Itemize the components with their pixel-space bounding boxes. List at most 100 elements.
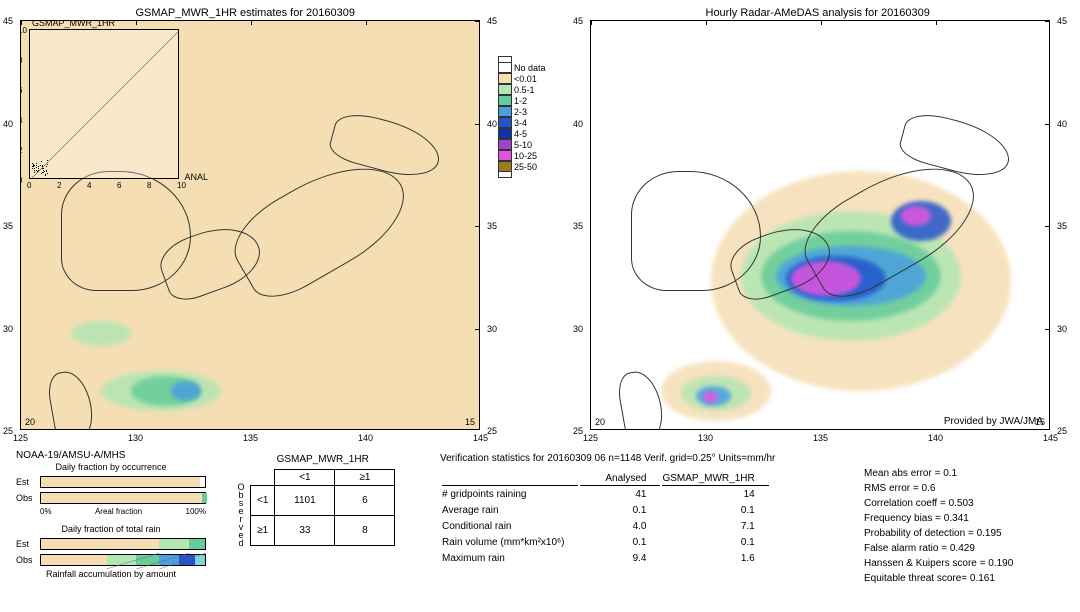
total-est-bar [40, 538, 206, 550]
corner-lat-l: 20 [595, 417, 605, 427]
occurrence-obs-bar [40, 492, 206, 504]
legend-swatch [498, 73, 512, 84]
inset-anal-label: ANAL [184, 172, 208, 182]
legend-swatch [498, 161, 512, 172]
xlabel: 145 [1043, 433, 1058, 443]
legend-item: 5-10 [498, 139, 546, 150]
ylabel: 45 [573, 16, 583, 26]
right-map-panel: Hourly Radar-AMeDAS analysis for 2016030… [590, 20, 1050, 430]
stat-line: Probability of detection = 0.195 [864, 526, 1013, 541]
xlabel: 125 [583, 433, 598, 443]
legend-item: 3-4 [498, 117, 546, 128]
legend-bottom-cap [498, 172, 512, 178]
ylabel-r: 45 [1057, 16, 1067, 26]
contingency-title: GSMAP_MWR_1HR [250, 454, 395, 465]
left-map-area: 20 15 GSMAP_MWR_1HR02468100246810ANAL [21, 21, 479, 429]
coastline [615, 368, 667, 429]
ylabel: 25 [3, 426, 13, 436]
occurrence-est-fill [41, 477, 200, 487]
ylabel: 25 [573, 426, 583, 436]
scale-label: Areal fraction [95, 507, 142, 516]
left-map-panel: GSMAP_MWR_1HR estimates for 20160309 06 … [20, 20, 480, 430]
legend-item: 1-2 [498, 95, 546, 106]
ylabel: 35 [3, 221, 13, 231]
verif-row: # gridpoints raining4114 [442, 488, 769, 502]
bars-section: Daily fraction by occurrence Est Obs 0% … [16, 462, 206, 582]
legend-item: 2-3 [498, 106, 546, 117]
scatter-inset: GSMAP_MWR_1HR02468100246810ANAL [29, 29, 179, 179]
legend-swatch [498, 84, 512, 95]
ylabel: 45 [3, 16, 13, 26]
stat-line: RMS error = 0.6 [864, 481, 1013, 496]
corner-lat-r: 15 [465, 417, 475, 427]
rain-blob [171, 381, 201, 401]
verif-col-analysed: Analysed [580, 472, 660, 486]
ylabel: 40 [3, 119, 13, 129]
cont-cell-a: 1101 [275, 486, 335, 516]
rain-blob [71, 321, 131, 346]
legend-label: 1-2 [514, 96, 527, 106]
verification-section: Verification statistics for 20160309 06 … [440, 453, 775, 568]
total-rain-title: Daily fraction of total rain [16, 524, 206, 534]
cont-col-ge: ≥1 [335, 470, 395, 486]
legend-item: <0.01 [498, 73, 546, 84]
ylabel-r: 35 [1057, 221, 1067, 231]
ylabel-r: 25 [1057, 426, 1067, 436]
xlabel: 140 [928, 433, 943, 443]
legend-swatch [498, 128, 512, 139]
scale-0: 0% [40, 507, 52, 516]
total-rain-footer: Rainfall accumulation by amount [16, 569, 206, 579]
legend-swatch [498, 62, 512, 73]
xlabel: 135 [813, 433, 828, 443]
est-label: Est [16, 477, 40, 487]
legend-label: 25-50 [514, 162, 537, 172]
cont-cell-d: 8 [335, 516, 395, 546]
legend-swatch [498, 139, 512, 150]
observed-axis-label: Observed [236, 482, 246, 546]
legend-label: 4-5 [514, 129, 527, 139]
legend-swatch [498, 150, 512, 161]
coastline [61, 171, 191, 291]
legend-label: 10-25 [514, 151, 537, 161]
obs-label: Obs [16, 493, 40, 503]
legend-item: 10-25 [498, 150, 546, 161]
inset-title: GSMAP_MWR_1HR [32, 21, 115, 28]
ylabel-r: 40 [1057, 119, 1067, 129]
occurrence-scale: 0% Areal fraction 100% [16, 507, 206, 516]
ylabel: 30 [3, 324, 13, 334]
legend-label: 2-3 [514, 107, 527, 117]
legend-swatch [498, 95, 512, 106]
ylabel: 40 [573, 119, 583, 129]
verification-header: Verification statistics for 20160309 06 … [440, 453, 775, 464]
occurrence-est-row: Est [16, 475, 206, 489]
verif-row: Maximum rain9.41.6 [442, 552, 769, 566]
obs-label-2: Obs [16, 555, 40, 565]
corner-lat-l: 20 [25, 417, 35, 427]
stat-line: Frequency bias = 0.341 [864, 511, 1013, 526]
xlabel: 140 [358, 433, 373, 443]
legend-label: <0.01 [514, 74, 537, 84]
occurrence-est-bar [40, 476, 206, 488]
coastline [45, 368, 97, 429]
legend-item: 4-5 [498, 128, 546, 139]
occurrence-title: Daily fraction by occurrence [16, 462, 206, 472]
legend-swatch [498, 106, 512, 117]
stat-line: Correlation coeff = 0.503 [864, 496, 1013, 511]
est-label-2: Est [16, 539, 40, 549]
verif-row: Average rain0.10.1 [442, 504, 769, 518]
legend-swatch [498, 117, 512, 128]
stat-line: Hanssen & Kuipers score = 0.190 [864, 556, 1013, 571]
cont-row-lt: <1 [251, 486, 275, 516]
stat-line: Equitable threat score= 0.161 [864, 571, 1013, 586]
cont-cell-c: 33 [275, 516, 335, 546]
inset-diagonal [30, 30, 178, 178]
legend-item: No data [498, 62, 546, 73]
occurrence-obs-fill [41, 493, 202, 503]
xlabel: 135 [243, 433, 258, 443]
coastline [631, 171, 761, 291]
legend-item: 25-50 [498, 161, 546, 172]
verif-col-est: GSMAP_MWR_1HR [662, 472, 768, 486]
cont-cell-b: 6 [335, 486, 395, 516]
ylabel-r: 30 [487, 324, 497, 334]
scale-100: 100% [186, 507, 206, 516]
